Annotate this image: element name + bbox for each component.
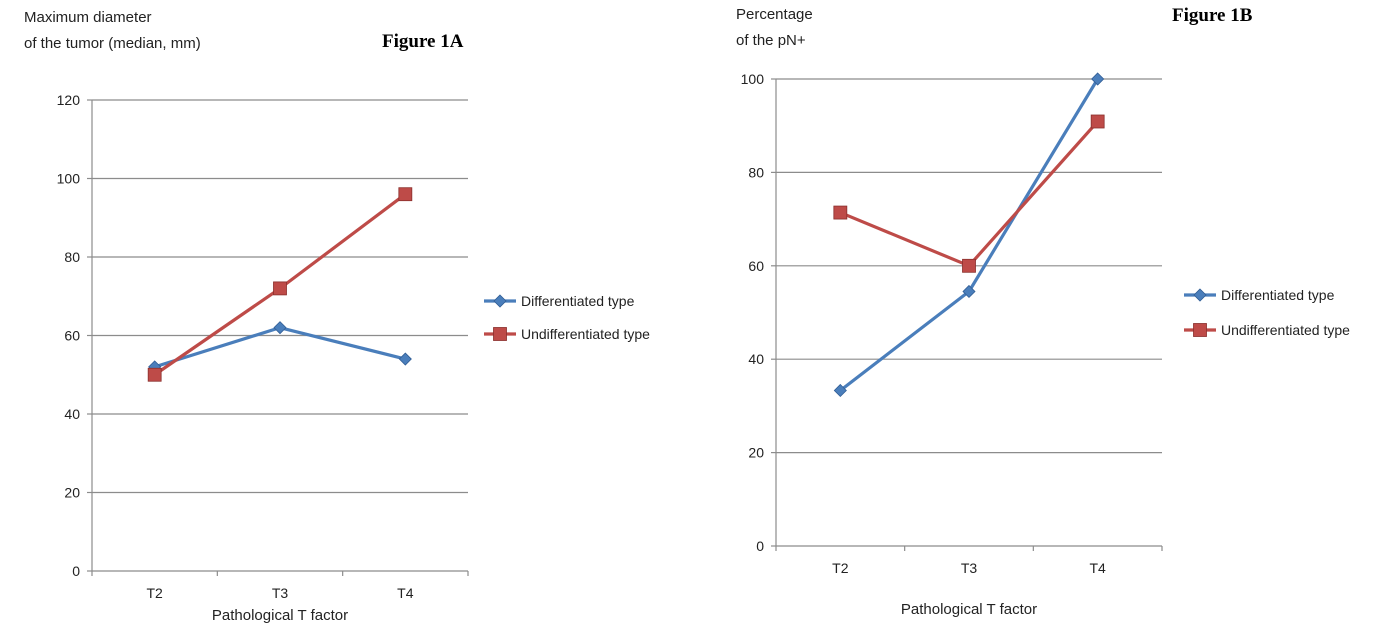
legend-label: Differentiated type bbox=[521, 293, 635, 309]
legend-item: Undifferentiated type bbox=[1184, 322, 1350, 338]
chart-1a-xtick-label: T3 bbox=[272, 585, 289, 601]
chart-1b-ytick-label: 40 bbox=[748, 351, 764, 367]
chart-1b-ytick-label: 20 bbox=[748, 445, 764, 461]
chart-1a-data-point bbox=[273, 321, 287, 335]
chart-1a-legend: Differentiated type Undifferentiated type bbox=[484, 293, 650, 342]
chart-1b-legend: Differentiated type Undifferentiated type bbox=[1184, 287, 1350, 338]
chart-1a-xtick-labels: T2 T3 T4 bbox=[146, 585, 413, 601]
chart-1a-data-point bbox=[398, 187, 413, 202]
chart-1b-figure-label: Figure 1B bbox=[1172, 5, 1253, 26]
chart-1b-xtick-label: T4 bbox=[1089, 560, 1106, 576]
chart-1a-ylabel-line1: Maximum diameter bbox=[24, 9, 152, 26]
chart-1a-ytick-label: 0 bbox=[72, 563, 80, 579]
chart-1a-ytick-label: 20 bbox=[64, 485, 80, 501]
chart-1a-xtick-label: T2 bbox=[146, 585, 163, 601]
legend-label: Differentiated type bbox=[1221, 287, 1335, 303]
legend-marker bbox=[493, 294, 507, 308]
chart-1a-ytick-label: 100 bbox=[57, 171, 81, 187]
legend-item: Undifferentiated type bbox=[484, 326, 650, 342]
chart-1b-series-2 bbox=[833, 114, 1105, 273]
chart-1a-xlabel: Pathological T factor bbox=[212, 607, 348, 624]
legend-marker bbox=[1193, 288, 1207, 302]
chart-1a-series bbox=[147, 187, 413, 382]
chart-1a-ytick-labels: 0 20 40 60 80 100 120 bbox=[57, 92, 81, 579]
chart-1b-ytick-label: 80 bbox=[748, 164, 764, 180]
chart-1b-xtick-labels: T2 T3 T4 bbox=[832, 560, 1106, 576]
chart-1a-data-point bbox=[398, 352, 412, 366]
legend-item: Differentiated type bbox=[1184, 287, 1335, 303]
chart-1b-data-point bbox=[1091, 72, 1105, 86]
chart-1a-series-1 bbox=[148, 321, 412, 374]
chart-1b-data-point bbox=[1090, 114, 1105, 129]
chart-1a: Maximum diameter of the tumor (median, m… bbox=[24, 9, 650, 624]
chart-1b-series bbox=[833, 72, 1105, 398]
chart-1b-series-1 bbox=[833, 72, 1105, 398]
chart-1a-data-point bbox=[273, 281, 287, 296]
legend-marker bbox=[493, 327, 507, 341]
chart-1a-gridlines bbox=[92, 99, 468, 494]
chart-1b-ylabel-line1: Percentage bbox=[736, 6, 813, 23]
chart-1b-ytick-label: 0 bbox=[756, 538, 764, 554]
chart-1a-ytick-label: 60 bbox=[64, 328, 80, 344]
chart-1b-ylabel-line2: of the pN+ bbox=[736, 32, 806, 49]
chart-1b-data-point bbox=[962, 284, 976, 299]
chart-1a-figure-label: Figure 1A bbox=[382, 31, 464, 52]
chart-1b: Percentage of the pN+ Figure 1B 0 20 40 60 8… bbox=[736, 5, 1350, 618]
chart-1b-ytick-label: 60 bbox=[748, 258, 764, 274]
chart-1b-series-line bbox=[839, 78, 1100, 392]
chart-1a-ylabel-line2: of the tumor (median, mm) bbox=[24, 35, 201, 52]
legend-item: Differentiated type bbox=[484, 293, 635, 309]
chart-1a-axes bbox=[87, 99, 469, 576]
chart-1b-axes bbox=[771, 78, 1163, 551]
chart-1a-ytick-label: 120 bbox=[57, 92, 81, 108]
chart-1b-ytick-label: 100 bbox=[741, 71, 765, 87]
chart-1b-data-point bbox=[962, 258, 976, 273]
chart-1b-ytick-labels: 0 20 40 60 80 100 bbox=[741, 71, 765, 554]
chart-1b-xtick-label: T3 bbox=[961, 560, 978, 576]
legend-label: Undifferentiated type bbox=[521, 326, 650, 342]
legend-marker bbox=[1193, 323, 1207, 337]
chart-1a-ytick-label: 40 bbox=[64, 406, 80, 422]
chart-1a-xtick-label: T4 bbox=[397, 585, 414, 601]
chart-1a-ytick-label: 80 bbox=[64, 249, 80, 265]
chart-1a-data-point bbox=[147, 367, 162, 382]
legend-label: Undifferentiated type bbox=[1221, 322, 1350, 338]
chart-1a-series-2 bbox=[147, 187, 413, 382]
chart-1b-data-point bbox=[833, 205, 848, 220]
chart-1b-xtick-label: T2 bbox=[832, 560, 849, 576]
chart-1b-xlabel: Pathological T factor bbox=[901, 601, 1037, 618]
chart-1b-data-point bbox=[833, 383, 847, 398]
